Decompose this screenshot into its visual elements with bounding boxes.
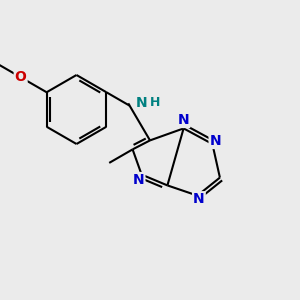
- Text: H: H: [150, 96, 160, 109]
- Text: N: N: [210, 134, 221, 148]
- Text: O: O: [15, 70, 27, 84]
- Text: N: N: [193, 192, 205, 206]
- Text: N: N: [133, 173, 144, 187]
- Text: N: N: [136, 96, 148, 110]
- Text: N: N: [178, 113, 189, 127]
